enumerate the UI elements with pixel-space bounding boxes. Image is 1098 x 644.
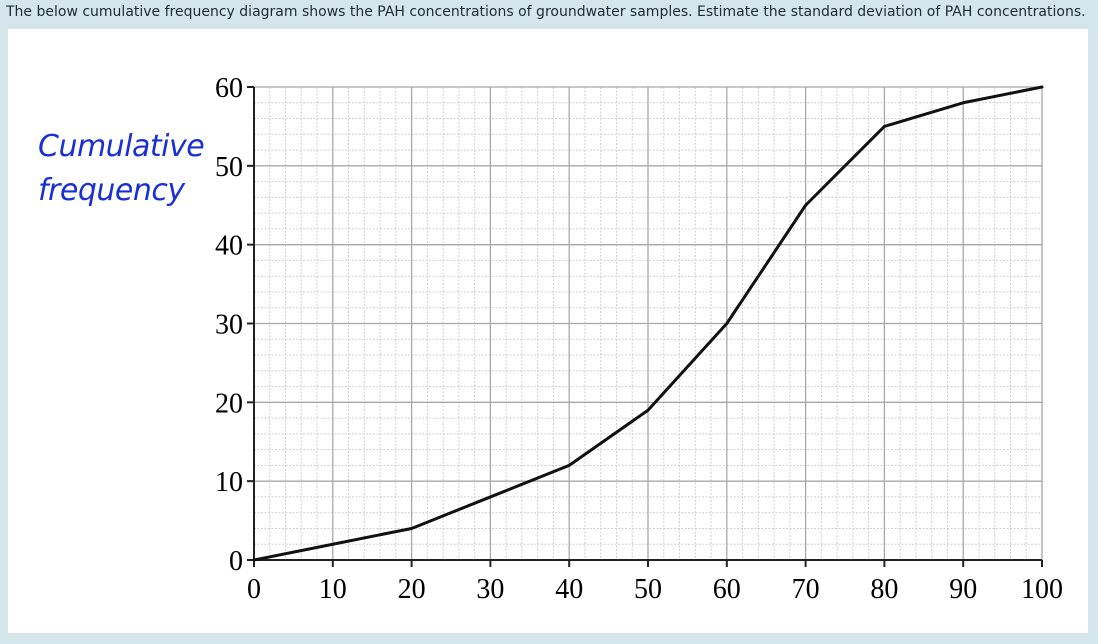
x-tick-label: 10: [319, 574, 347, 605]
y-tick-label: 50: [215, 152, 243, 183]
x-tick-label: 30: [476, 574, 504, 605]
data-point: [410, 527, 413, 530]
x-tick-label: 50: [634, 574, 662, 605]
y-tick-label: 40: [215, 231, 243, 262]
x-tick-label: 40: [555, 574, 583, 605]
data-point: [568, 464, 571, 467]
y-tick-label: 0: [229, 546, 243, 577]
y-tick-label: 10: [215, 467, 243, 498]
data-point: [1040, 85, 1044, 89]
major-grid: [253, 86, 1043, 561]
cumulative-frequency-chart: 0 10 20 30 40 50 60 0 10 20 30 40 50 60 70 80 90 100: [215, 73, 1063, 605]
x-tick-label: 0: [247, 574, 261, 605]
data-point: [646, 409, 650, 412]
data-point: [725, 322, 728, 325]
y-axis-label-line-1: Cumulative: [38, 129, 205, 164]
x-tick-label: 100: [1021, 574, 1063, 605]
axes: [247, 86, 1043, 567]
y-tick-label: 60: [215, 73, 243, 104]
x-tick-label: 90: [949, 574, 977, 605]
x-tick-label: 80: [870, 574, 898, 605]
data-point: [962, 101, 965, 104]
y-axis-label: Cumulative frequency: [38, 125, 205, 213]
data-point: [252, 558, 256, 562]
series-layer: [252, 85, 1044, 562]
y-tick-label: 20: [215, 388, 243, 419]
data-point: [804, 204, 807, 207]
chart-panel: Cumulative frequency 0 10 20 30 40 50 60 0 10 20 3…: [8, 29, 1088, 633]
x-tick-label: 70: [792, 574, 820, 605]
y-axis-label-line-2: frequency: [38, 173, 185, 208]
data-point: [489, 495, 492, 499]
x-tick-label: 20: [398, 574, 426, 605]
y-tick-label: 30: [215, 310, 243, 341]
data-point: [331, 543, 334, 546]
tick-labels: 0 10 20 30 40 50 60 0 10 20 30 40 50 60 70 80 90 100: [215, 73, 1063, 605]
data-point: [883, 125, 886, 128]
x-tick-label: 60: [713, 574, 741, 605]
question-text: The below cumulative frequency diagram s…: [6, 4, 1086, 20]
